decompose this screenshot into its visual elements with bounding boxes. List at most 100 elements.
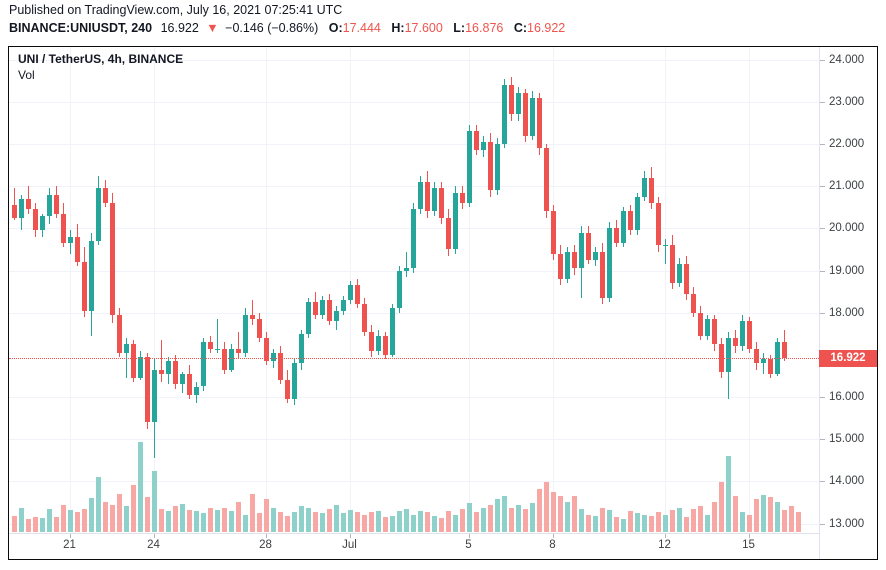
candle-body [753, 348, 759, 364]
volume-bar [382, 516, 388, 532]
candle-body [312, 302, 318, 315]
candle-body [760, 359, 766, 364]
published-text: Published on TradingView.com, July 16, 2… [9, 3, 343, 17]
candle-body [690, 293, 696, 313]
candle-body [389, 308, 395, 355]
candle-body [515, 93, 521, 115]
volume-bar [333, 505, 339, 532]
close-value: 16.922 [527, 21, 566, 35]
candle-body [494, 144, 500, 191]
volume-bar [368, 512, 374, 532]
candle-body [270, 352, 276, 362]
candle-body [396, 270, 402, 309]
volume-bar [95, 477, 101, 532]
candle-body [368, 331, 374, 351]
candle-body [592, 251, 598, 260]
candle-body [620, 211, 626, 244]
price-scale-label: 16.000 [829, 391, 865, 404]
candle-body [529, 97, 535, 136]
candle-body [67, 236, 73, 244]
price-scale-tick [820, 144, 825, 145]
chart-legend-title: UNI / TetherUS, 4h, BINANCE [18, 52, 184, 66]
gridline-horizontal [9, 101, 819, 103]
candle-body [319, 300, 325, 315]
candle-body [431, 188, 437, 212]
open-value: 17.444 [342, 21, 381, 35]
candle-body [641, 177, 647, 197]
quote-line: BINANCE:UNIUSDT, 240 16.922 ▼ −0.146 (−0… [9, 21, 565, 35]
volume-series[interactable] [9, 432, 819, 532]
time-scale-tick [69, 534, 71, 538]
time-scale[interactable]: 21 24 28 Jul 5 8 12 15 [9, 533, 819, 559]
candle-body [732, 338, 738, 347]
candle-body [158, 369, 164, 374]
candle-body [137, 356, 143, 379]
volume-bar [298, 506, 304, 532]
candle-body [102, 188, 108, 204]
candle-body [606, 228, 612, 298]
volume-bar [627, 511, 633, 532]
volume-bar [683, 516, 689, 532]
candle-wick [763, 352, 764, 374]
volume-bar [795, 512, 801, 532]
price-scale-tick [820, 523, 825, 525]
volume-bar [249, 493, 255, 532]
gridline-horizontal [9, 439, 819, 441]
candle-body [375, 335, 381, 351]
open-label: O: [328, 21, 343, 35]
time-scale-tick [349, 534, 351, 538]
gridline-vertical [552, 47, 554, 532]
candle-body [109, 203, 115, 315]
candle-body [165, 361, 171, 374]
volume-bar [431, 515, 437, 532]
candle-body [95, 188, 101, 241]
chart-frame[interactable]: UNI / TetherUS, 4h, BINANCE Vol 24.000 23… [8, 46, 878, 560]
candle-body [277, 352, 283, 381]
volume-bar [375, 511, 381, 532]
volume-bar [655, 512, 661, 532]
candle-body [459, 192, 465, 204]
volume-bar [788, 506, 794, 532]
gridline-horizontal [9, 397, 819, 399]
candle-body [571, 251, 577, 269]
gridline-vertical [153, 47, 155, 532]
candle-body [340, 300, 346, 311]
candle-body [599, 251, 605, 298]
candle-body [739, 321, 745, 347]
volume-bar [648, 515, 654, 532]
volume-bar [53, 516, 59, 532]
close-label: C: [513, 21, 528, 35]
candle-body [256, 319, 262, 338]
candle-body [697, 312, 703, 336]
candle-body [18, 198, 24, 218]
volume-bar [102, 501, 108, 532]
down-arrow-icon: ▼ [206, 21, 219, 35]
last-price-value: 16.922 [160, 21, 199, 35]
volume-bar [578, 508, 584, 532]
volume-bar [753, 499, 759, 532]
price-scale-label: 22.000 [829, 138, 865, 150]
candle-body [403, 268, 409, 271]
price-scale-label: 15.000 [829, 433, 865, 446]
candle-body [39, 215, 45, 231]
candle-body [676, 264, 682, 284]
price-scale[interactable]: 24.000 23.000 22.000 21.000 20.000 19.000 18.0… [819, 47, 877, 559]
candle-body [326, 300, 332, 322]
candle-body [11, 205, 17, 218]
volume-bar [389, 515, 395, 532]
volume-bar [571, 495, 577, 532]
candle-body [74, 236, 80, 263]
candle-body [725, 338, 731, 372]
low-label: L: [453, 21, 466, 35]
volume-bar [585, 514, 591, 532]
volume-bar [445, 511, 451, 532]
volume-bar [767, 497, 773, 532]
volume-bar [186, 509, 192, 532]
price-scale-tick [820, 439, 825, 441]
volume-bar [494, 499, 500, 532]
candle-body [207, 342, 213, 349]
price-plot-area[interactable] [9, 47, 819, 532]
volume-bar [151, 470, 157, 532]
candle-body [711, 319, 717, 345]
time-scale-tick [468, 534, 470, 538]
